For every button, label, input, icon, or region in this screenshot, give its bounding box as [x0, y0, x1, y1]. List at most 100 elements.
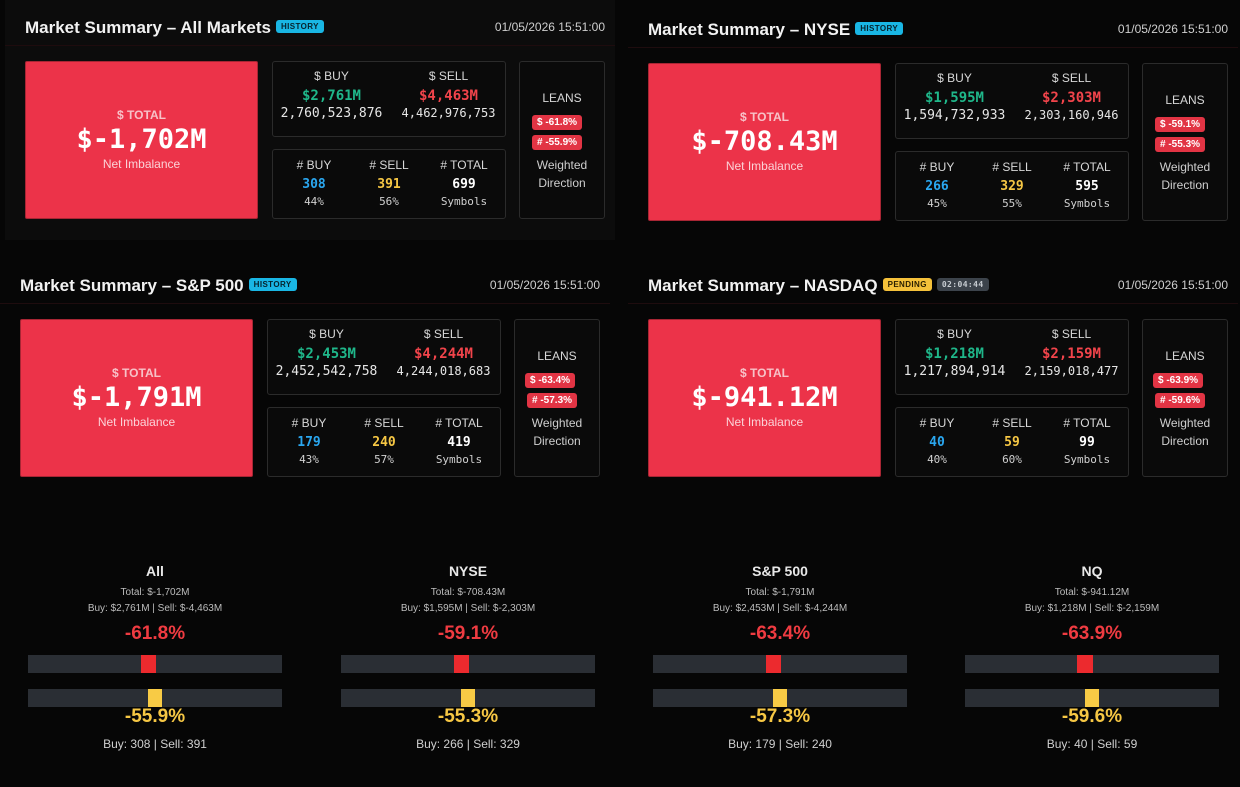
- gauge-counts: Buy: 40 | Sell: 59: [1046, 737, 1138, 751]
- countdown-timer: 02:04:44: [936, 278, 989, 292]
- lean-count-pill: # -59.6%: [1155, 393, 1206, 408]
- leans-footer: Weighted Direction: [1143, 158, 1227, 194]
- lean-dollar-pill: $ -61.8%: [532, 115, 583, 130]
- count-buy-label: # BUY: [296, 158, 332, 172]
- lean-count-pill: # -55.9%: [532, 135, 583, 150]
- count-sell-value: 59: [1004, 435, 1020, 450]
- count-buy-value: 40: [929, 435, 945, 450]
- leans-footer-line2: Direction: [538, 176, 586, 190]
- leans-footer-line1: Weighted: [1159, 160, 1211, 174]
- count-lean-track: [965, 689, 1219, 707]
- dollar-buy-column: $ BUY $2,761M 2,760,523,876: [273, 69, 390, 121]
- leans-title: LEANS: [1165, 349, 1205, 363]
- gauge-name: NQ: [1081, 563, 1103, 579]
- lean-count-pill: # -57.3%: [527, 393, 578, 408]
- count-lean-track: [341, 689, 595, 707]
- count-total-sub: Symbols: [1063, 453, 1111, 466]
- panel-header: Market Summary – S&P 500 HISTORY 01/05/20…: [0, 258, 610, 304]
- count-total-value: 419: [447, 435, 471, 450]
- count-lean-fill: [148, 689, 162, 707]
- gauge-nq: NQ Total: $-941.12M Buy: $1,218M | Sell:…: [965, 563, 1219, 763]
- panel-title: Market Summary – All Markets HISTORY: [25, 18, 324, 38]
- leans-title: LEANS: [542, 91, 582, 105]
- gauge-counts: Buy: 266 | Sell: 329: [416, 737, 520, 751]
- count-sell-pct: 56%: [379, 195, 399, 208]
- total-value: $-1,702M: [76, 124, 207, 155]
- count-total-sub: Symbols: [440, 195, 488, 208]
- dollar-buy-value: $2,453M: [296, 346, 356, 362]
- gauge-counts: Buy: 179 | Sell: 240: [728, 737, 832, 751]
- count-buy-label: # BUY: [291, 416, 327, 430]
- count-total-column: # TOTAL 595 Symbols: [1046, 160, 1128, 210]
- leans-footer: Weighted Direction: [520, 156, 604, 192]
- count-sell-column: # SELL 59 60%: [971, 416, 1053, 466]
- count-total-value: 99: [1079, 435, 1095, 450]
- count-total-column: # TOTAL 99 Symbols: [1046, 416, 1128, 466]
- gauge-counts: Buy: 308 | Sell: 391: [103, 737, 207, 751]
- leans-card: LEANS $ -63.9% # -59.6% Weighted Directio…: [1142, 319, 1228, 477]
- count-sell-pct: 57%: [374, 453, 394, 466]
- gauge-sp500: S&P 500 Total: $-1,791M Buy: $2,453M | S…: [653, 563, 907, 763]
- leans-title: LEANS: [1165, 93, 1205, 107]
- count-buy-column: # BUY 266 45%: [896, 160, 978, 210]
- dollar-sell-raw: 4,462,976,753: [401, 106, 496, 120]
- net-imbalance-label: Net Imbalance: [102, 157, 181, 171]
- count-sell-column: # SELL 329 55%: [971, 160, 1053, 210]
- dollar-buy-label: $ BUY: [937, 71, 972, 85]
- lean-dollar-pill: $ -59.1%: [1155, 117, 1206, 132]
- dollar-card: $ BUY $1,595M 1,594,732,933 $ SELL $2,30…: [895, 63, 1129, 139]
- lean-dollar-pill: $ -63.4%: [525, 373, 576, 388]
- net-imbalance-label: Net Imbalance: [725, 415, 804, 429]
- count-buy-column: # BUY 40 40%: [896, 416, 978, 466]
- total-value: $-941.12M: [691, 382, 838, 413]
- gauge-total: Total: $-1,702M: [120, 587, 190, 598]
- leans-footer-line1: Weighted: [531, 416, 583, 430]
- dollar-lean-track: [653, 655, 907, 673]
- gauge-nyse: NYSE Total: $-708.43M Buy: $1,595M | Sel…: [341, 563, 595, 763]
- gauge-dollar-pct: -61.8%: [124, 623, 186, 644]
- dollar-sell-value: $4,463M: [418, 88, 478, 104]
- panel-timestamp: 01/05/2026 15:51:00: [494, 20, 605, 34]
- count-sell-value: 391: [377, 177, 401, 192]
- summary-panel-sp500: Market Summary – S&P 500 HISTORY 01/05/20…: [0, 258, 610, 498]
- dollar-sell-raw: 2,159,018,477: [1024, 364, 1119, 378]
- gauge-name: S&P 500: [752, 563, 808, 579]
- dollar-lean-track: [28, 655, 282, 673]
- gauge-count-pct: -55.3%: [437, 706, 499, 727]
- count-sell-label: # SELL: [992, 160, 1032, 174]
- count-buy-value: 179: [297, 435, 321, 450]
- dollar-buy-value: $1,218M: [924, 346, 984, 362]
- leans-card: LEANS $ -59.1% # -55.3% Weighted Directio…: [1142, 63, 1228, 221]
- dollar-card: $ BUY $2,761M 2,760,523,876 $ SELL $4,46…: [272, 61, 506, 137]
- net-imbalance-label: Net Imbalance: [97, 415, 176, 429]
- dollar-buy-raw: 1,217,894,914: [903, 364, 1006, 379]
- history-badge[interactable]: HISTORY: [855, 22, 904, 36]
- count-total-label: # TOTAL: [1063, 160, 1111, 174]
- count-lean-fill: [1085, 689, 1099, 707]
- count-sell-value: 329: [1000, 179, 1024, 194]
- gauge-dollar-pct: -63.9%: [1061, 623, 1123, 644]
- total-card: $ TOTAL $-1,791M Net Imbalance: [20, 319, 253, 477]
- count-total-value: 595: [1075, 179, 1099, 194]
- history-badge[interactable]: HISTORY: [275, 20, 324, 34]
- count-sell-value: 240: [372, 435, 396, 450]
- total-label: $ TOTAL: [112, 366, 161, 380]
- count-buy-value: 266: [925, 179, 949, 194]
- dollar-buy-label: $ BUY: [309, 327, 344, 341]
- dollar-lean-fill: [765, 655, 782, 673]
- total-card: $ TOTAL $-1,702M Net Imbalance: [25, 61, 258, 219]
- dollar-lean-fill: [140, 655, 157, 673]
- gauge-count-pct: -55.9%: [124, 706, 186, 727]
- pending-badge[interactable]: PENDING: [882, 278, 932, 292]
- count-card: # BUY 266 45% # SELL 329 55% # TOTAL 595…: [895, 151, 1129, 221]
- count-buy-column: # BUY 308 44%: [273, 158, 355, 208]
- panel-timestamp: 01/05/2026 15:51:00: [1117, 278, 1228, 292]
- leans-footer: Weighted Direction: [1143, 414, 1227, 450]
- leans-card: LEANS $ -63.4% # -57.3% Weighted Directio…: [514, 319, 600, 477]
- dollar-lean-fill: [1077, 655, 1094, 673]
- dollar-buy-value: $1,595M: [924, 90, 984, 106]
- count-buy-label: # BUY: [919, 160, 955, 174]
- total-label: $ TOTAL: [740, 366, 789, 380]
- history-badge[interactable]: HISTORY: [248, 278, 297, 292]
- count-buy-column: # BUY 179 43%: [268, 416, 350, 466]
